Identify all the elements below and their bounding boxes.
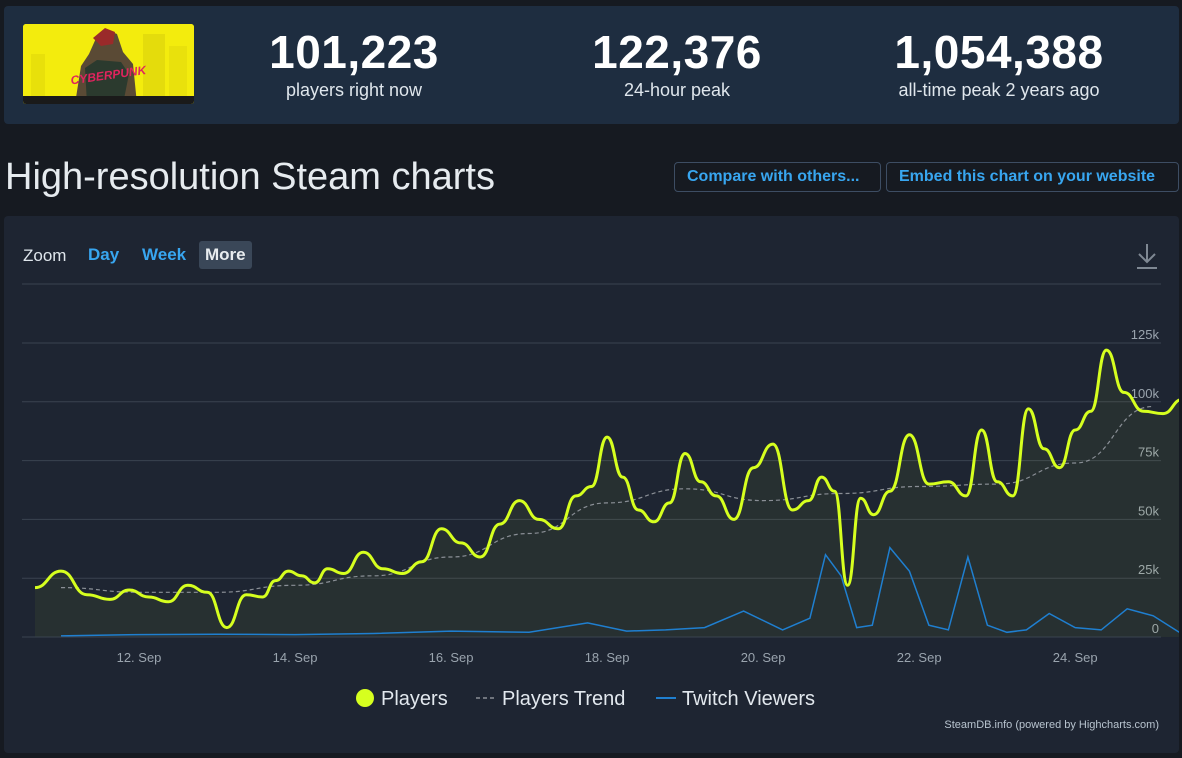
stat-label: all-time peak 2 years ago bbox=[898, 80, 1100, 100]
legend-item-players[interactable]: Players bbox=[355, 686, 448, 712]
stat-players-now: 101,223 players right now bbox=[204, 28, 504, 101]
y-tick-label: 100k bbox=[1131, 386, 1160, 401]
zoom-more-button[interactable]: More bbox=[199, 241, 252, 269]
legend-label: Twitch Viewers bbox=[682, 688, 816, 710]
y-tick-label: 75k bbox=[1138, 445, 1159, 460]
x-tick-label: 22. Sep bbox=[897, 650, 942, 665]
players-chart: 0 25k 50k 75k 100k 125k 12. Sep 14. Sep 16. Sep 1… bbox=[22, 283, 1179, 665]
twitch-line-icon bbox=[656, 697, 676, 699]
x-tick-label: 16. Sep bbox=[429, 650, 474, 665]
y-tick-label: 0 bbox=[1152, 621, 1159, 636]
legend-item-players-trend[interactable]: Players Trend bbox=[476, 686, 625, 712]
legend-label: Players Trend bbox=[502, 688, 626, 710]
legend-label: Players bbox=[381, 688, 448, 710]
zoom-day-button[interactable]: Day bbox=[88, 245, 120, 264]
game-logo[interactable]: CYBERPUNK bbox=[23, 24, 194, 104]
stat-all-time-peak: 1,054,388 all-time peak 2 years ago bbox=[849, 28, 1149, 101]
stat-24h-peak: 122,376 24-hour peak bbox=[527, 28, 827, 101]
y-tick-label: 50k bbox=[1138, 503, 1159, 518]
x-tick-label: 20. Sep bbox=[741, 650, 786, 665]
embed-chart-button[interactable]: Embed this chart on your website bbox=[886, 162, 1179, 192]
trend-line-icon bbox=[476, 697, 496, 699]
legend-item-twitch-viewers[interactable]: Twitch Viewers bbox=[656, 686, 815, 712]
players-marker-icon bbox=[356, 689, 374, 707]
download-icon bbox=[1137, 244, 1157, 269]
zoom-week-button[interactable]: Week bbox=[142, 245, 187, 264]
stat-label: 24-hour peak bbox=[623, 80, 731, 100]
x-tick-label: 24. Sep bbox=[1053, 650, 1098, 665]
x-tick-label: 12. Sep bbox=[117, 650, 162, 665]
chart-legend: Players Players Trend Twitch Viewers bbox=[4, 686, 1179, 712]
series-line-players bbox=[34, 348, 1179, 630]
stat-value: 1,054,388 bbox=[894, 26, 1104, 78]
stat-value: 101,223 bbox=[269, 26, 439, 78]
x-tick-label: 18. Sep bbox=[585, 650, 630, 665]
chart-credit[interactable]: SteamDB.info (powered by Highcharts.com) bbox=[944, 719, 1159, 731]
stat-label: players right now bbox=[285, 80, 423, 100]
y-tick-label: 125k bbox=[1131, 327, 1160, 342]
players-area bbox=[35, 350, 1179, 637]
y-tick-label: 25k bbox=[1138, 562, 1159, 577]
game-logo-art: CYBERPUNK bbox=[23, 24, 194, 104]
stats-bar: CYBERPUNK 101,223 players right now 122,… bbox=[4, 6, 1179, 124]
series-line-players-trend bbox=[60, 405, 1154, 593]
x-tick-label: 14. Sep bbox=[273, 650, 318, 665]
zoom-label: Zoom bbox=[23, 246, 67, 265]
stat-value: 122,376 bbox=[592, 26, 762, 78]
series-line-twitch-viewers bbox=[60, 545, 1179, 637]
chart-panel: 0 25k 50k 75k 100k 125k 12. Sep 14. Sep 16. Sep 1… bbox=[4, 216, 1179, 753]
download-button[interactable] bbox=[1134, 242, 1160, 270]
compare-button[interactable]: Compare with others... bbox=[674, 162, 881, 192]
page-title: High-resolution Steam charts bbox=[5, 156, 495, 198]
